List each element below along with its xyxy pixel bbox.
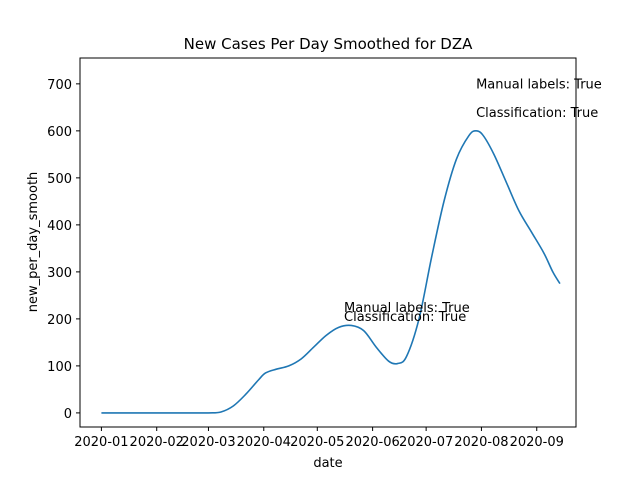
- annotation-label: Classification: True: [344, 310, 466, 325]
- plot-frame: [79, 57, 577, 428]
- x-tick-label: 2020-05: [290, 435, 344, 450]
- y-tick-label: 0: [64, 407, 72, 422]
- annotation-label: Manual labels: True: [344, 301, 470, 316]
- x-tick-label: 2020-06: [345, 435, 399, 450]
- annotation-label: Classification: True: [476, 106, 598, 121]
- y-tick-label: 400: [47, 219, 72, 234]
- x-tick-label: 2020-04: [237, 435, 291, 450]
- y-axis-label: new_per_day_smooth: [26, 172, 41, 313]
- x-tick-label: 2020-07: [399, 435, 453, 450]
- x-tick-label: 2020-03: [181, 435, 235, 450]
- y-tick-label: 100: [47, 360, 72, 375]
- y-tick-label: 300: [47, 266, 72, 281]
- chart-title: New Cases Per Day Smoothed for DZA: [184, 35, 473, 53]
- y-tick-label: 600: [47, 125, 72, 140]
- series-line-0: [101, 130, 561, 414]
- y-tick-label: 500: [47, 172, 72, 187]
- x-tick-label: 2020-02: [130, 435, 184, 450]
- x-tick-label: 2020-01: [74, 435, 128, 450]
- annotation-label: Manual labels: True: [476, 78, 602, 93]
- y-tick-label: 200: [47, 313, 72, 328]
- x-tick-label: 2020-08: [454, 435, 508, 450]
- y-tick-label: 700: [47, 78, 72, 93]
- x-tick-label: 2020-09: [510, 435, 564, 450]
- plot-area: [101, 130, 561, 414]
- x-axis-label: date: [313, 456, 342, 471]
